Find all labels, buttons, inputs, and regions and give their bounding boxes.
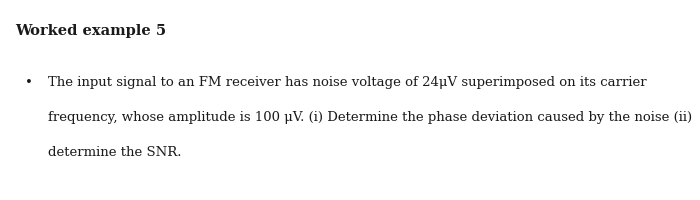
Text: determine the SNR.: determine the SNR. xyxy=(48,146,181,159)
Text: Worked example 5: Worked example 5 xyxy=(15,24,167,38)
Text: frequency, whose amplitude is 100 μV. (i) Determine the phase deviation caused b: frequency, whose amplitude is 100 μV. (i… xyxy=(48,111,692,124)
Text: •: • xyxy=(25,76,32,89)
Text: The input signal to an FM receiver has noise voltage of 24μV superimposed on its: The input signal to an FM receiver has n… xyxy=(48,76,646,89)
